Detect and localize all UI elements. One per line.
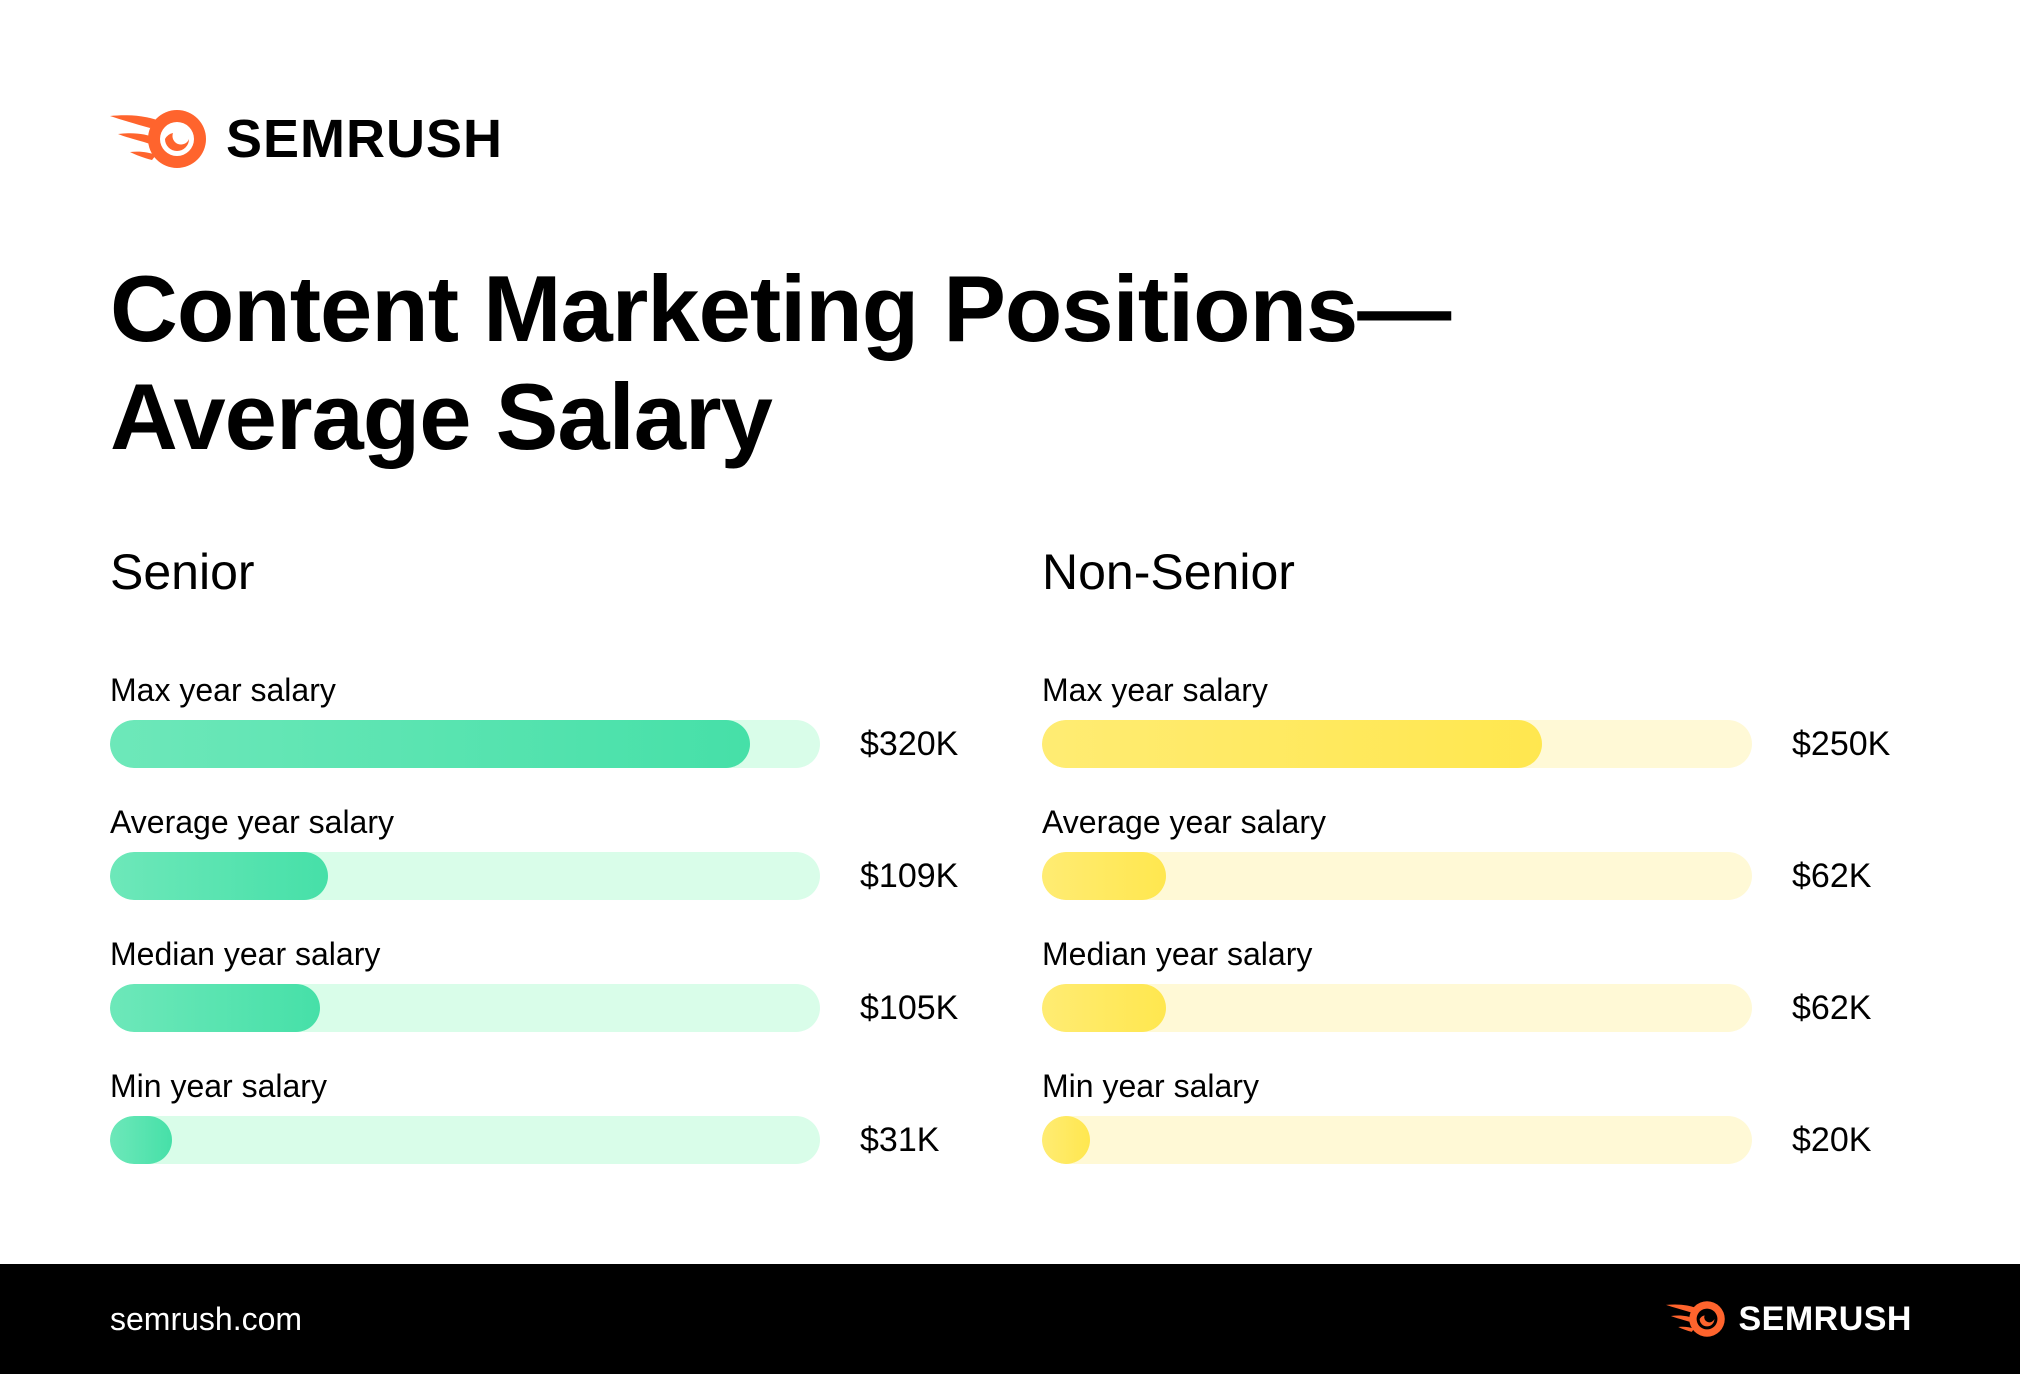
bar-row: Max year salary $320K xyxy=(110,670,990,802)
bar-label: Average year salary xyxy=(1042,804,1326,840)
bar-row: Median year salary $105K xyxy=(110,934,990,1066)
brand-name: SEMRUSH xyxy=(226,109,504,169)
bar-label: Min year salary xyxy=(110,1068,327,1104)
bar-track xyxy=(1042,852,1752,900)
bar-track xyxy=(110,852,820,900)
bar-value-label: $62K xyxy=(1792,989,1872,1027)
bar-label: Median year salary xyxy=(1042,936,1313,972)
bar-row: Max year salary $250K xyxy=(1042,670,1922,802)
bar-value-label: $250K xyxy=(1792,725,1891,763)
bar-row: Median year salary $62K xyxy=(1042,934,1922,1066)
footer-url: semrush.com xyxy=(110,1301,303,1337)
title-line-1: Content Marketing Positions— xyxy=(110,256,1451,361)
bar-fill xyxy=(1042,720,1542,768)
bar-label: Average year salary xyxy=(110,804,394,840)
nonsenior-title: Non-Senior xyxy=(1042,544,1295,600)
bar-row: Average year salary $62K xyxy=(1042,802,1922,934)
bar-value-label: $105K xyxy=(860,989,959,1027)
bar-fill xyxy=(110,984,320,1032)
bar-track xyxy=(1042,720,1752,768)
nonsenior-rows: Max year salary $250K Average year salary $… xyxy=(1042,670,1922,1198)
bar-row: Min year salary $31K xyxy=(110,1066,990,1198)
bar-fill xyxy=(1042,984,1166,1032)
title-line-2: Average Salary xyxy=(110,364,773,469)
footer-logo-icon xyxy=(1666,1301,1726,1337)
senior-rows: Max year salary $320K Average year salary $… xyxy=(110,670,990,1198)
bar-label: Min year salary xyxy=(1042,1068,1259,1104)
semrush-logo: SEMRUSH xyxy=(110,108,503,170)
bar-track xyxy=(1042,1116,1752,1164)
bar-value-label: $62K xyxy=(1792,857,1872,895)
bar-value-label: $31K xyxy=(860,1121,940,1159)
page-title: Content Marketing Positions— Average Sal… xyxy=(110,255,1451,471)
bar-row: Min year salary $20K xyxy=(1042,1066,1922,1198)
nonsenior-chart: Non-Senior Max year salary $250K Average y… xyxy=(1042,540,1922,1198)
bar-value-label: $109K xyxy=(860,857,959,895)
bar-row: Average year salary $109K xyxy=(110,802,990,934)
semrush-logo-icon xyxy=(110,110,206,168)
bar-fill xyxy=(1042,1116,1090,1164)
senior-title: Senior xyxy=(110,544,255,600)
bar-label: Max year salary xyxy=(110,672,336,708)
footer-logo: SEMRUSH xyxy=(1666,1264,1912,1374)
senior-chart: Senior Max year salary $320K Average year … xyxy=(110,540,990,1198)
bar-fill xyxy=(110,852,328,900)
bar-value-label: $320K xyxy=(860,725,959,763)
bar-fill xyxy=(110,1116,172,1164)
footer-brand-name: SEMRUSH xyxy=(1738,1299,1912,1338)
footer: semrush.com SEMRUSH xyxy=(0,1264,2020,1374)
bar-fill xyxy=(110,720,750,768)
bar-track xyxy=(110,1116,820,1164)
bar-track xyxy=(110,984,820,1032)
bar-label: Max year salary xyxy=(1042,672,1268,708)
bar-track xyxy=(110,720,820,768)
bar-fill xyxy=(1042,852,1166,900)
bar-label: Median year salary xyxy=(110,936,381,972)
bar-track xyxy=(1042,984,1752,1032)
bar-value-label: $20K xyxy=(1792,1121,1872,1159)
